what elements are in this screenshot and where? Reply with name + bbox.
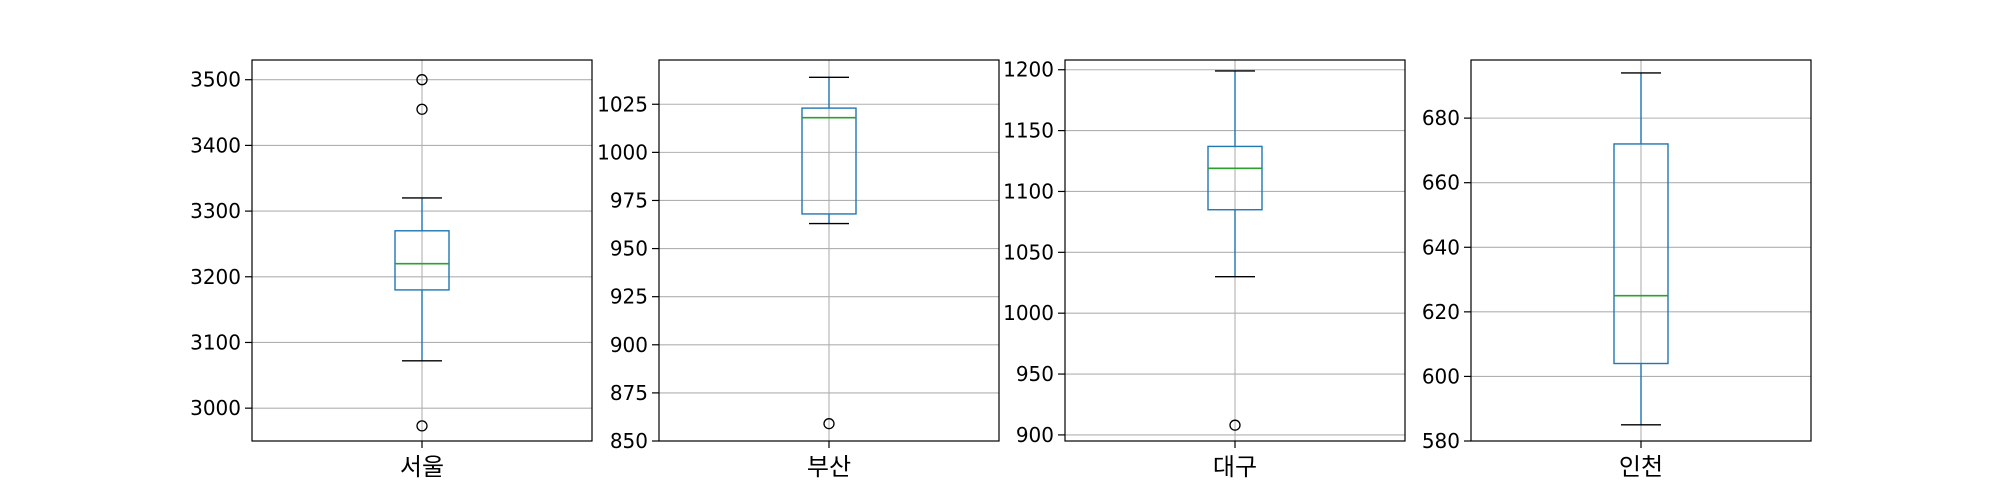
y-tick-label: 640: [1422, 235, 1460, 259]
box-iqr: [801, 107, 857, 215]
y-tick-label: 975: [610, 188, 648, 212]
box-iqr: [394, 230, 450, 291]
y-tick-label: 1000: [597, 140, 648, 164]
y-tick-label: 660: [1422, 171, 1460, 195]
y-tick-label: 580: [1422, 429, 1460, 453]
x-tick-label: 서울: [400, 453, 444, 481]
y-tick-label: 680: [1422, 106, 1460, 130]
x-tick-label: 대구: [1213, 453, 1257, 481]
box-iqr: [1207, 145, 1263, 211]
y-tick-label: 3100: [190, 330, 241, 354]
y-tick-label: 925: [610, 285, 648, 309]
subplot-busan: 850 875 900 925 950 975 1000 1025 부산: [597, 59, 1000, 481]
subplot-daegu: 900 950 1000 1050 1100 1150 1200 대구: [1003, 58, 1406, 481]
y-tick-label: 3300: [190, 199, 241, 223]
y-tick-label: 3500: [190, 68, 241, 92]
y-tick-label: 600: [1422, 364, 1460, 388]
y-tick-label: 900: [1016, 423, 1054, 447]
y-tick-label: 1000: [1003, 301, 1054, 325]
outlier-point: [823, 418, 835, 430]
y-tick-label: 850: [610, 429, 648, 453]
box-iqr: [1613, 143, 1669, 365]
outlier-point: [416, 103, 428, 115]
y-tick-label: 1200: [1003, 58, 1054, 82]
outlier-point: [416, 420, 428, 432]
outlier-point: [1229, 419, 1241, 431]
x-tick-label: 부산: [807, 453, 851, 481]
y-tick-label: 1050: [1003, 240, 1054, 264]
x-tick-label: 인천: [1619, 453, 1663, 481]
y-tick-label: 3400: [190, 133, 241, 157]
y-tick-label: 950: [1016, 362, 1054, 386]
y-tick-label: 620: [1422, 300, 1460, 324]
subplot-incheon: 580 600 620 640 660 680 인천: [1422, 59, 1812, 481]
outlier-point: [416, 74, 428, 86]
subplot-seoul: 3000 3100 3200 3300 3400 3500 서울: [190, 59, 593, 481]
y-tick-label: 875: [610, 381, 648, 405]
y-tick-label: 950: [610, 237, 648, 261]
y-tick-label: 1100: [1003, 179, 1054, 203]
y-tick-label: 3200: [190, 265, 241, 289]
y-tick-label: 3000: [190, 396, 241, 420]
y-tick-label: 1025: [597, 92, 648, 116]
y-tick-label: 1150: [1003, 119, 1054, 143]
y-tick-label: 900: [610, 333, 648, 357]
